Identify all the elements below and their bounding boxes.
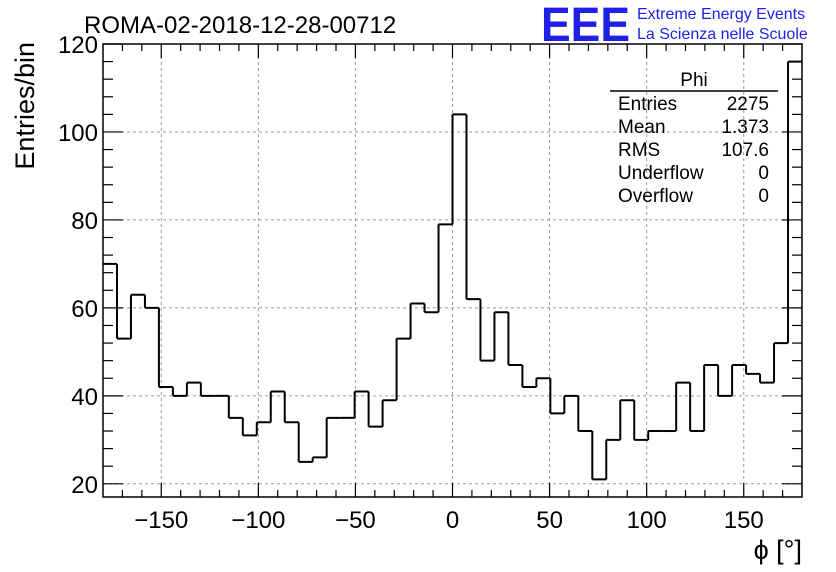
y-tick-label: 60 bbox=[71, 296, 98, 323]
y-tick-label: 40 bbox=[71, 384, 98, 411]
stats-row-label: Underflow bbox=[618, 163, 704, 184]
stats-rows: Entries 2275 Mean 1.373 RMS 107.6 Underflow 0 Ov… bbox=[618, 94, 769, 207]
histogram-bin bbox=[577, 395, 593, 433]
histogram-bin bbox=[283, 391, 299, 424]
eee-logo: EEE Extreme Energy Events La Scienza nel… bbox=[541, 0, 808, 52]
y-tick-label: 120 bbox=[58, 32, 98, 59]
logo-line-2: La Scienza nelle Scuole bbox=[637, 26, 808, 43]
stats-row-label: RMS bbox=[618, 140, 660, 161]
histogram-bin bbox=[535, 377, 551, 388]
histogram-bin bbox=[241, 417, 257, 437]
stats-row-value: 2275 bbox=[727, 94, 769, 115]
histogram-bin bbox=[157, 307, 173, 389]
histogram-bin bbox=[143, 294, 159, 309]
histogram-bin bbox=[493, 311, 509, 361]
x-tick-label: 50 bbox=[536, 507, 563, 534]
x-tick-label: −100 bbox=[231, 507, 285, 534]
stats-row-label: Overflow bbox=[618, 186, 693, 207]
logo-line-1: Extreme Energy Events bbox=[637, 6, 805, 23]
stats-row-value: 0 bbox=[758, 163, 769, 184]
histogram-bin bbox=[647, 430, 663, 440]
histogram-bin bbox=[479, 299, 495, 362]
histogram-bin bbox=[115, 263, 131, 340]
histogram-bin bbox=[311, 456, 327, 462]
histogram-bin bbox=[549, 378, 565, 415]
y-tick-label: 80 bbox=[71, 208, 98, 235]
eee-logo-mark: EEE bbox=[541, 0, 630, 52]
histogram-bin bbox=[409, 302, 425, 339]
histogram-bin bbox=[227, 395, 243, 419]
histogram-bin bbox=[465, 114, 481, 301]
histogram-bin bbox=[171, 387, 187, 397]
histogram-bars bbox=[103, 60, 802, 481]
x-tick-label: −150 bbox=[134, 507, 188, 534]
histogram-bin bbox=[731, 364, 747, 396]
histogram-bin bbox=[773, 342, 789, 383]
histogram-bin bbox=[381, 399, 397, 427]
y-axis-label: Entries/bin bbox=[10, 42, 40, 170]
stats-row-value: 0 bbox=[758, 186, 769, 207]
histogram-bin bbox=[703, 364, 719, 432]
histogram-bin bbox=[759, 373, 775, 384]
x-tick-label: 100 bbox=[627, 507, 667, 534]
stats-row-label: Mean bbox=[618, 117, 666, 138]
x-tick-label: 150 bbox=[724, 507, 764, 534]
histogram-bin bbox=[269, 390, 285, 423]
chart-title: ROMA-02-2018-12-28-00712 bbox=[84, 12, 396, 39]
histogram-bin bbox=[367, 391, 383, 428]
histogram-bin bbox=[395, 337, 411, 401]
histogram-bin bbox=[129, 293, 145, 339]
histogram-bin bbox=[423, 303, 439, 314]
histogram-bin bbox=[521, 365, 537, 389]
stats-box: Phi Entries 2275 Mean 1.373 RMS 107.6 Underflo… bbox=[610, 70, 778, 207]
histogram-bin bbox=[563, 394, 579, 414]
tick-labels: −150 −100 −50 0 50 100 150 20 40 60 80 100 120 bbox=[58, 32, 764, 534]
histogram-bin bbox=[437, 223, 453, 313]
histogram-bin bbox=[717, 365, 733, 397]
histogram-bin bbox=[185, 381, 201, 396]
histogram-bin bbox=[633, 400, 649, 441]
histogram-bin bbox=[675, 381, 691, 432]
stats-box-title: Phi bbox=[680, 70, 707, 91]
y-tick-label: 100 bbox=[58, 120, 98, 147]
histogram-bin bbox=[591, 431, 607, 481]
histogram-bin bbox=[297, 422, 313, 463]
histogram-bin bbox=[619, 399, 635, 440]
histogram-bin bbox=[325, 416, 341, 458]
y-tick-label: 20 bbox=[71, 472, 98, 499]
histogram-bin bbox=[353, 390, 369, 418]
histogram-bin bbox=[507, 312, 523, 367]
histogram-bin bbox=[199, 382, 215, 397]
stats-row-value: 1.373 bbox=[721, 117, 769, 138]
grid bbox=[103, 43, 802, 497]
histogram-bin bbox=[745, 365, 761, 375]
histogram-bin bbox=[689, 382, 705, 433]
stats-row-label: Entries bbox=[618, 94, 677, 115]
stats-row-value: 107.6 bbox=[721, 140, 769, 161]
histogram-bin bbox=[605, 438, 621, 480]
histogram-bin bbox=[255, 421, 271, 436]
axis-ticks bbox=[103, 43, 802, 497]
histogram-bin bbox=[451, 113, 467, 225]
x-axis-label: ϕ [°] bbox=[754, 535, 802, 565]
x-tick-label: 0 bbox=[446, 507, 459, 534]
x-tick-label: −50 bbox=[335, 507, 376, 534]
